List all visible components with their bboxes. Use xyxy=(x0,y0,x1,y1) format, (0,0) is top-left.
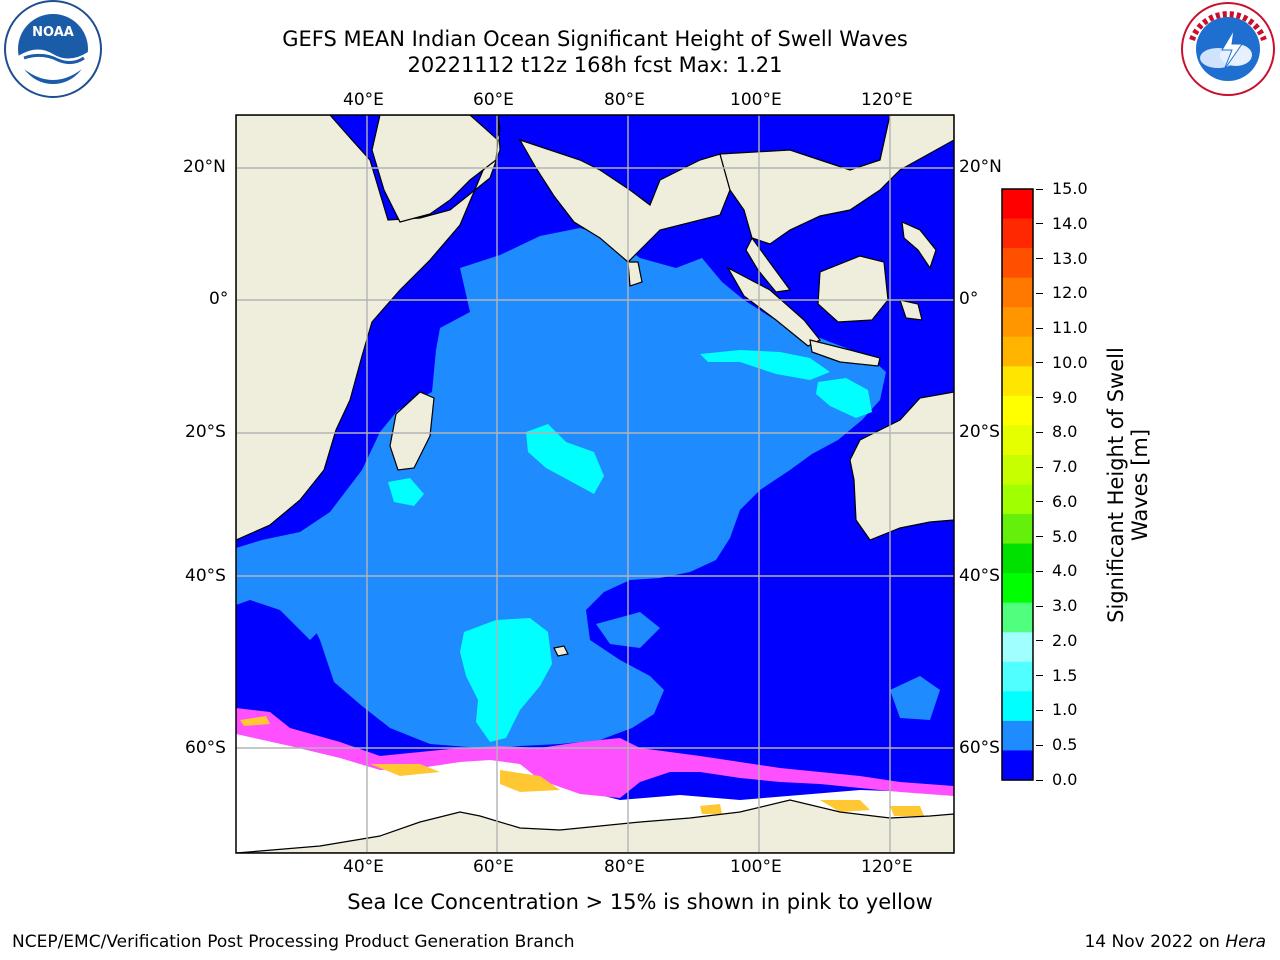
colorbar-swatch xyxy=(1002,750,1033,781)
colorbar-tick-label: 15.0 xyxy=(1052,179,1088,198)
colorbar-tick-mark xyxy=(1036,709,1043,711)
colorbar-swatch xyxy=(1002,307,1033,338)
colorbar-frame xyxy=(1001,188,1034,781)
colorbar-tick-mark xyxy=(1036,188,1043,190)
ocean-high-swell xyxy=(388,350,872,742)
lon-tick-bottom-100e: 100°E xyxy=(730,857,782,877)
map-fields xyxy=(236,115,954,853)
noaa-logo: NOAA xyxy=(4,0,102,98)
lat-tick-left-20n: 20°N xyxy=(183,157,226,177)
lat-tick-right-20s: 20°S xyxy=(959,422,1000,442)
colorbar-tick-label: 14.0 xyxy=(1052,213,1088,233)
colorbar-tick-label: 4.0 xyxy=(1052,561,1078,581)
colorbar-tick-mark xyxy=(1036,570,1043,572)
colorbar-tick-label: 0.0 xyxy=(1052,770,1078,789)
colorbar-swatch xyxy=(1002,454,1033,486)
lat-tick-right-60s: 60°S xyxy=(959,738,1000,758)
colorbar-swatch xyxy=(1002,366,1033,397)
colorbar-tick-mark xyxy=(1036,223,1043,225)
colorbar-swatch xyxy=(1002,632,1033,663)
lon-tick-top-80e: 80°E xyxy=(604,90,645,110)
lat-tick-right-40s: 40°S xyxy=(959,566,1000,586)
colorbar-tick-label: 1.5 xyxy=(1052,665,1078,685)
colorbar-tick-label: 1.0 xyxy=(1052,700,1078,720)
colorbar-swatch xyxy=(1002,661,1033,692)
colorbar-swatch xyxy=(1002,189,1033,220)
colorbar-tick-label: 8.0 xyxy=(1052,422,1078,442)
colorbar-tick-mark xyxy=(1036,466,1043,468)
colorbar-tick-label: 13.0 xyxy=(1052,248,1088,268)
colorbar-tick-label: 12.0 xyxy=(1052,283,1088,303)
map-frame xyxy=(235,114,955,854)
noaa-logo-text: NOAA xyxy=(32,25,74,40)
colorbar-swatch xyxy=(1002,573,1033,604)
colorbar-tick-label: 9.0 xyxy=(1052,387,1078,407)
colorbar-tick-mark xyxy=(1036,675,1043,677)
colorbar-tick-label: 3.0 xyxy=(1052,596,1078,616)
colorbar-tick-mark xyxy=(1036,362,1043,364)
lat-tick-left-40s: 40°S xyxy=(185,566,226,586)
colorbar-swatch xyxy=(1002,484,1033,515)
colorbar-tick-mark xyxy=(1036,431,1043,433)
colorbar-swatch xyxy=(1002,720,1033,752)
lon-tick-top-40e: 40°E xyxy=(343,90,384,110)
colorbar-tick-mark xyxy=(1036,327,1043,329)
footer-credit: NCEP/EMC/Verification Post Processing Pr… xyxy=(12,932,575,952)
footer-date: 14 Nov 2022 on Hera xyxy=(1084,932,1266,952)
lon-tick-top-60e: 60°E xyxy=(473,90,514,110)
colorbar-tick-label: 5.0 xyxy=(1052,526,1078,546)
colorbar-tick-label: 2.0 xyxy=(1052,630,1078,650)
colorbar-swatch xyxy=(1002,543,1033,574)
colorbar-tick-mark xyxy=(1036,640,1043,642)
colorbar-swatch xyxy=(1002,336,1033,367)
lon-tick-bottom-120e: 120°E xyxy=(861,857,913,877)
footer-machine: Hera xyxy=(1225,932,1266,952)
colorbar-tick-label: 6.0 xyxy=(1052,491,1078,511)
colorbar-tick-label: 10.0 xyxy=(1052,352,1088,372)
lat-tick-left-60s: 60°S xyxy=(185,738,226,758)
colorbar-tick-mark xyxy=(1036,258,1043,260)
lon-tick-top-100e: 100°E xyxy=(730,90,782,110)
colorbar-tick-label: 0.5 xyxy=(1052,735,1078,755)
lon-tick-top-120e: 120°E xyxy=(861,90,913,110)
title-line-2: 20221112 t12z 168h fcst Max: 1.21 xyxy=(407,53,783,77)
nws-logo xyxy=(1181,2,1275,96)
lat-tick-left-20s: 20°S xyxy=(185,422,226,442)
colorbar-swatch xyxy=(1002,425,1033,456)
footer-date-text: 14 Nov 2022 on xyxy=(1084,932,1226,952)
colorbar-tick-mark xyxy=(1036,744,1043,746)
colorbar-tick-mark xyxy=(1036,501,1043,503)
colorbar-swatch xyxy=(1002,514,1033,545)
colorbar xyxy=(1001,188,1034,781)
colorbar-swatch xyxy=(1002,248,1033,279)
colorbar-tick-label: 11.0 xyxy=(1052,318,1088,338)
colorbar-tick-label: 7.0 xyxy=(1052,457,1078,477)
chart-title: GEFS MEAN Indian Ocean Significant Heigh… xyxy=(0,26,1190,78)
sea-ice-pink xyxy=(236,708,954,798)
colorbar-swatch xyxy=(1002,277,1033,308)
colorbar-swatch xyxy=(1002,395,1033,426)
colorbar-label: Significant Height of Swell Waves [m] xyxy=(1104,347,1152,623)
map-gridlines xyxy=(236,115,954,853)
colorbar-swatch xyxy=(1002,602,1033,633)
colorbar-swatch xyxy=(1002,218,1033,249)
colorbar-swatch xyxy=(1002,691,1033,722)
lon-tick-bottom-80e: 80°E xyxy=(604,857,645,877)
lat-tick-right-0: 0° xyxy=(959,289,979,309)
sea-ice-yellow xyxy=(240,716,924,816)
lat-tick-left-0: 0° xyxy=(209,289,229,309)
colorbar-tick-mark xyxy=(1036,536,1043,538)
colorbar-tick-mark xyxy=(1036,779,1043,781)
lat-tick-right-20n: 20°N xyxy=(959,157,1002,177)
lon-tick-bottom-60e: 60°E xyxy=(473,857,514,877)
colorbar-tick-mark xyxy=(1036,605,1043,607)
sea-ice-note: Sea Ice Concentration > 15% is shown in … xyxy=(347,890,933,914)
lon-tick-bottom-40e: 40°E xyxy=(343,857,384,877)
title-line-1: GEFS MEAN Indian Ocean Significant Heigh… xyxy=(282,27,908,51)
colorbar-tick-mark xyxy=(1036,397,1043,399)
colorbar-tick-mark xyxy=(1036,292,1043,294)
